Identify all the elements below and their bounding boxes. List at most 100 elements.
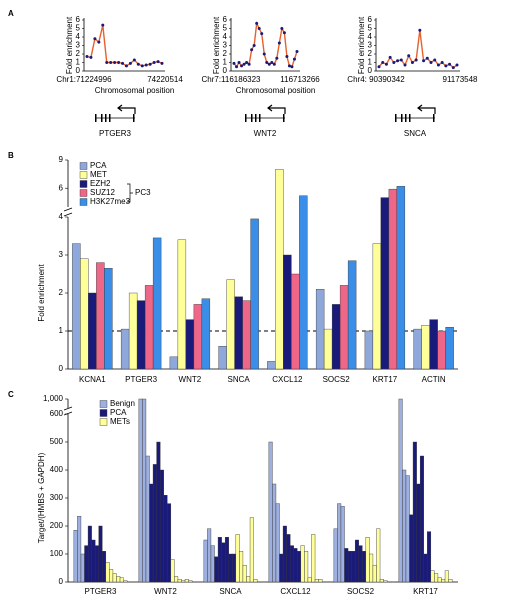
- legend-label: PCA: [110, 408, 127, 417]
- y-axis-label: Fold enrichment: [212, 16, 221, 74]
- y-tick-label: 1: [223, 58, 228, 67]
- bar: [437, 330, 446, 370]
- bar: [293, 548, 298, 583]
- bar: [226, 279, 235, 370]
- bar: [337, 503, 342, 583]
- data-point: [242, 62, 246, 66]
- bar: [77, 516, 82, 583]
- bar: [144, 285, 154, 370]
- exon: [259, 114, 261, 122]
- legend-label: SUZ12: [90, 188, 115, 197]
- data-point: [117, 61, 121, 64]
- x-tick-label: SNCA: [219, 587, 242, 596]
- x-end-label: 116713266: [280, 75, 320, 84]
- y-tick-label: 0: [59, 364, 64, 373]
- bar: [105, 562, 110, 583]
- exon: [95, 114, 97, 122]
- bar: [149, 483, 154, 583]
- bar: [119, 577, 124, 583]
- x-start-label: Chr7:116186323: [201, 75, 261, 84]
- bar: [291, 273, 300, 370]
- bar: [275, 503, 280, 583]
- bar: [372, 243, 382, 370]
- data-point: [275, 56, 279, 60]
- bar: [239, 551, 244, 583]
- y-tick-label: 0: [368, 66, 373, 75]
- bar: [380, 197, 390, 370]
- gene-label: WNT2: [254, 129, 277, 138]
- bar: [396, 186, 406, 370]
- y-tick-label: 0: [59, 577, 64, 586]
- data-point: [160, 61, 164, 65]
- bar: [242, 300, 251, 370]
- y-tick-label: 6: [59, 183, 64, 192]
- bar: [419, 455, 424, 583]
- bar: [347, 260, 357, 370]
- data-point: [152, 61, 156, 64]
- data-point: [124, 64, 128, 68]
- data-point: [388, 55, 392, 59]
- data-point: [85, 55, 89, 59]
- bar: [372, 565, 377, 583]
- bar: [333, 528, 338, 583]
- bar: [347, 551, 352, 583]
- bar: [91, 539, 96, 583]
- x-tick-label: SOCS2: [347, 587, 375, 596]
- tss-arrow: [417, 104, 436, 114]
- bar: [283, 254, 292, 370]
- bar: [344, 548, 349, 583]
- legend-label: H3K27me3: [90, 197, 131, 206]
- bar: [416, 483, 421, 583]
- bar: [203, 539, 208, 583]
- bar: [250, 218, 259, 370]
- data-point: [235, 65, 239, 69]
- bar: [94, 545, 99, 583]
- y-tick-label: 400: [50, 465, 64, 474]
- bar: [398, 398, 403, 583]
- y-tick-label: 2: [59, 288, 64, 297]
- bar: [427, 531, 432, 583]
- bar: [429, 319, 438, 370]
- exon: [245, 114, 247, 122]
- y-tick-label: 200: [50, 521, 64, 530]
- exon: [251, 114, 253, 122]
- bar: [434, 573, 439, 583]
- legend-swatch: [79, 162, 88, 170]
- bar: [323, 328, 333, 370]
- bar: [128, 292, 138, 370]
- data-point: [410, 61, 414, 64]
- bar: [383, 580, 388, 583]
- x-tick-label: CXCL12: [272, 375, 303, 384]
- exon: [405, 114, 407, 122]
- y-tick-label: 1: [368, 58, 373, 67]
- x-tick-label: KRT17: [372, 375, 397, 384]
- data-point: [455, 63, 459, 67]
- x-axis-label: Chromosomal position: [236, 86, 316, 95]
- bar: [365, 537, 370, 583]
- y-tick-label: 6: [76, 15, 81, 24]
- data-point: [240, 64, 244, 68]
- bar: [73, 530, 78, 583]
- data-point: [451, 66, 455, 70]
- data-point: [265, 61, 269, 64]
- y-tick-label: 4: [59, 212, 64, 221]
- data-point: [414, 58, 418, 62]
- bar: [96, 262, 105, 370]
- bar: [152, 464, 157, 583]
- y-tick-label: 500: [50, 437, 64, 446]
- legend-label: METs: [110, 417, 130, 426]
- bar: [249, 517, 254, 583]
- bar: [174, 576, 179, 583]
- y-axis-label: Fold enrichment: [37, 264, 46, 322]
- bar: [364, 330, 374, 370]
- bar: [376, 528, 381, 583]
- y-tick-label: 1,000: [43, 394, 64, 403]
- bar: [430, 570, 435, 583]
- data-point: [97, 40, 101, 44]
- bar: [315, 289, 325, 370]
- bar: [188, 580, 193, 583]
- data-point: [436, 63, 440, 67]
- data-point: [140, 64, 144, 68]
- bar: [72, 243, 81, 370]
- bar: [181, 580, 186, 583]
